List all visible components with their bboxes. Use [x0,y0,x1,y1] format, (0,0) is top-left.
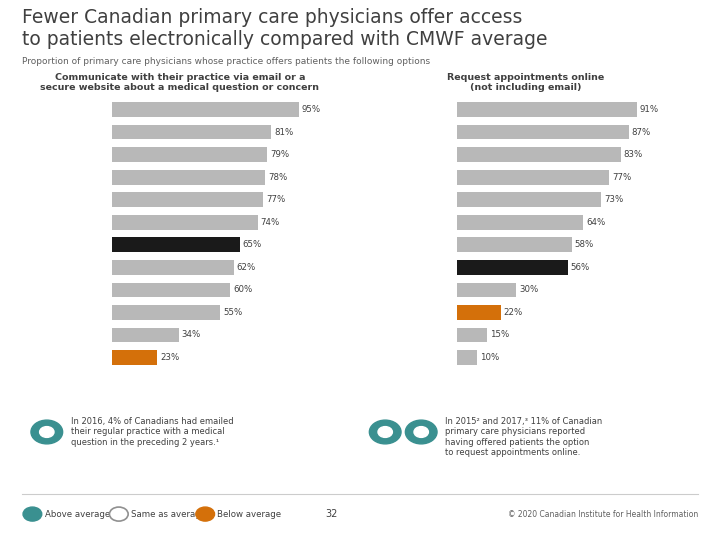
Text: 65%: 65% [243,240,262,249]
Bar [112,260,234,275]
Bar [112,192,264,207]
Bar [457,350,477,365]
Bar [112,170,266,185]
Bar [112,125,271,139]
Text: 77%: 77% [612,173,631,181]
Text: Proportion of primary care physicians whose practice offers patients the followi: Proportion of primary care physicians wh… [22,57,430,66]
Bar [457,328,487,342]
Text: 78%: 78% [269,173,287,181]
Text: Communicate with their practice via email or a
secure website about a medical qu: Communicate with their practice via emai… [40,73,320,92]
Bar [457,102,636,117]
Bar [457,238,572,252]
Text: Above average: Above average [45,510,110,518]
Bar [457,192,601,207]
Text: Request appointments online
(not including email): Request appointments online (not includi… [447,73,604,92]
Text: 34%: 34% [181,330,201,340]
Text: 74%: 74% [261,218,280,227]
Text: 87%: 87% [631,127,651,137]
Bar [112,147,267,162]
Bar [112,102,299,117]
Text: 60%: 60% [233,286,252,294]
Text: 23%: 23% [160,353,179,362]
Text: 64%: 64% [586,218,606,227]
Bar [457,125,629,139]
Text: 62%: 62% [237,263,256,272]
Text: Fewer Canadian primary care physicians offer access: Fewer Canadian primary care physicians o… [22,8,522,27]
Bar [457,147,621,162]
Text: 32: 32 [325,509,338,519]
Text: 83%: 83% [624,150,643,159]
Text: In 2016, 4% of Canadians had emailed
their regular practice with a medical
quest: In 2016, 4% of Canadians had emailed the… [71,417,233,447]
Bar [112,305,220,320]
Bar [112,215,258,230]
Text: 77%: 77% [266,195,286,204]
Text: 22%: 22% [503,308,523,317]
Text: Below average: Below average [217,510,282,518]
Bar [112,350,157,365]
Text: 73%: 73% [604,195,624,204]
Bar [457,215,583,230]
Bar [457,170,609,185]
Text: 58%: 58% [575,240,594,249]
Text: 30%: 30% [519,286,539,294]
Bar [112,238,240,252]
Text: © 2020 Canadian Institute for Health Information: © 2020 Canadian Institute for Health Inf… [508,510,698,518]
Text: to patients electronically compared with CMWF average: to patients electronically compared with… [22,30,547,49]
Text: 56%: 56% [571,263,590,272]
Bar [457,260,567,275]
Text: Same as average: Same as average [131,510,206,518]
Bar [457,282,516,297]
Text: 55%: 55% [223,308,242,317]
Text: 95%: 95% [302,105,321,114]
Text: 15%: 15% [490,330,509,340]
Text: In 2015² and 2017,³ 11% of Canadian
primary care physicians reported
having offe: In 2015² and 2017,³ 11% of Canadian prim… [445,417,602,457]
Bar [112,282,230,297]
Text: 91%: 91% [639,105,659,114]
Bar [457,305,500,320]
Bar [112,328,179,342]
Text: 10%: 10% [480,353,499,362]
Text: 79%: 79% [271,150,289,159]
Text: 81%: 81% [274,127,294,137]
